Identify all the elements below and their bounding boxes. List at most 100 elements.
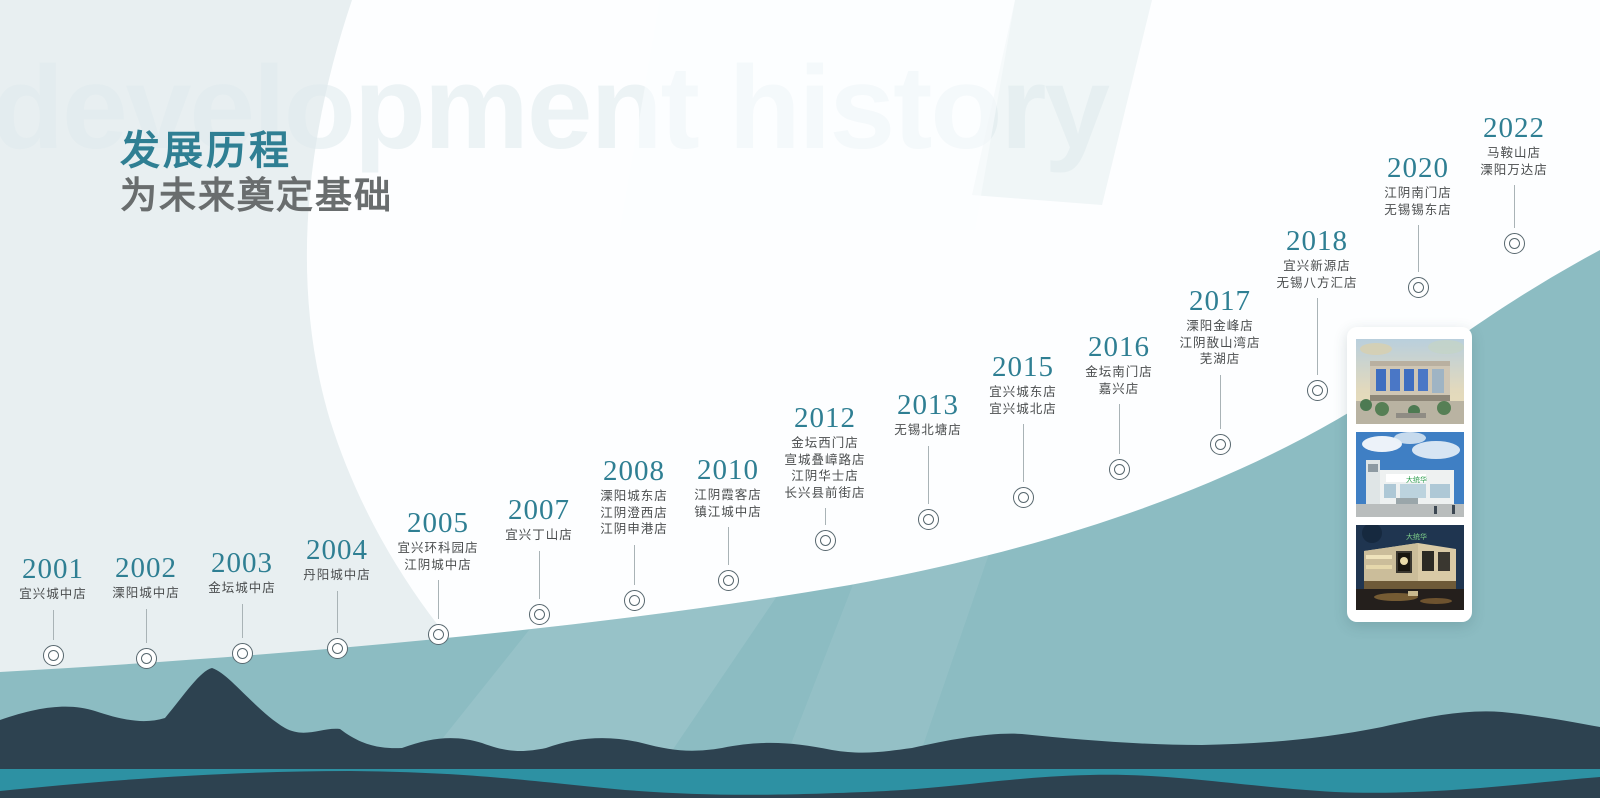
timeline-marker-circle — [1108, 459, 1130, 480]
timeline-store-name: 溧阳城东店 — [600, 489, 668, 503]
timeline-store-name: 江阴霞客店 — [694, 488, 762, 502]
timeline-store-name: 宜兴城东店 — [989, 385, 1057, 399]
timeline-connector-line — [727, 527, 729, 565]
timeline-item-2007: 2007 宜兴丁山店 — [454, 495, 624, 625]
timeline-store-list: 溧阳城东店 江阴澄西店 江阴申港店 — [600, 488, 668, 538]
timeline-year: 2012 — [794, 402, 856, 434]
timeline-marker-circle — [135, 647, 157, 669]
timeline-year: 2005 — [407, 507, 469, 539]
timeline-store-name: 金坛西门店 — [791, 436, 859, 450]
timeline-store-list: 宜兴环科园店 江阴城中店 — [397, 540, 478, 573]
timeline-connector-line — [1316, 298, 1318, 375]
mall-blue-sky-green-sign-photo: 大统华 — [1355, 432, 1464, 517]
timeline-marker-inner-circle — [533, 608, 545, 620]
timeline-item-2005: 2005 宜兴环科园店 江阴城中店 — [353, 508, 523, 645]
timeline-store-list: 丹阳城中店 — [303, 567, 371, 584]
timeline-store-list: 金坛西门店 宣城叠嶂路店 江阴华士店 长兴县前街店 — [784, 435, 865, 501]
timeline-item-2022: 2022 马鞍山店 溧阳万达店 — [1429, 113, 1599, 254]
timeline-marker-inner-circle — [1017, 492, 1029, 503]
svg-text:大统华: 大统华 — [1406, 475, 1427, 484]
timeline-item-2001: 2001 宜兴城中店 — [0, 554, 138, 666]
timeline-marker-inner-circle — [331, 642, 343, 654]
timeline-store-list: 金坛城中店 — [208, 580, 276, 597]
timeline-marker-circle — [1306, 380, 1328, 401]
timeline-store-list: 宜兴城中店 — [19, 586, 87, 603]
timeline-item-2020: 2020 江阴南门店 无锡锡东店 — [1333, 153, 1503, 298]
timeline-connector-line — [538, 550, 540, 599]
timeline-year: 2015 — [992, 351, 1054, 383]
timeline-store-name: 无锡北塘店 — [894, 423, 962, 437]
timeline-year: 2003 — [211, 547, 273, 579]
timeline-marker-circle — [717, 570, 739, 591]
right-gray-band — [972, 0, 1152, 205]
timeline-store-list: 溧阳城中店 — [112, 585, 180, 602]
timeline-marker-inner-circle — [47, 649, 59, 661]
timeline-marker-circle — [42, 644, 64, 666]
timeline-marker-inner-circle — [1214, 438, 1226, 450]
timeline-item-2010: 2010 江阴霞客店 镇江城中店 — [643, 455, 813, 591]
timeline-year: 2020 — [1387, 152, 1449, 184]
timeline-year: 2002 — [115, 552, 177, 584]
timeline-store-name: 宜兴城中店 — [19, 587, 87, 601]
timeline-connector-line — [1118, 404, 1120, 454]
timeline-marker-inner-circle — [140, 652, 152, 664]
timeline-year: 2022 — [1483, 112, 1545, 144]
timeline-connector-line — [437, 580, 439, 619]
timeline-item-2008: 2008 溧阳城东店 江阴澄西店 江阴申港店 — [549, 456, 719, 611]
timeline-marker-inner-circle — [432, 629, 444, 640]
timeline-connector-line — [145, 608, 147, 643]
timeline-item-2004: 2004 丹阳城中店 — [252, 535, 422, 659]
timeline-store-name: 江阴澄西店 — [600, 505, 668, 520]
white-veil-band — [620, 0, 1015, 230]
timeline-store-name: 溧阳城中店 — [112, 586, 180, 600]
timeline-marker-circle — [917, 508, 939, 530]
timeline-store-name: 金坛城中店 — [208, 581, 276, 595]
timeline-store-name: 丹阳城中店 — [303, 568, 371, 582]
timeline-connector-line — [824, 508, 826, 525]
timeline-year: 2007 — [508, 494, 570, 526]
timeline-store-list: 宜兴丁山店 — [505, 527, 573, 544]
store-photo-card: 大统华 大统华 — [1347, 327, 1472, 622]
timeline-year: 2016 — [1088, 331, 1150, 363]
timeline-connector-line — [1022, 424, 1024, 482]
timeline-item-2013: 2013 无锡北塘店 — [843, 390, 1013, 530]
timeline-store-list: 宜兴新源店 无锡八方汇店 — [1276, 258, 1357, 291]
mall-night-view-photo: 大统华 — [1355, 525, 1464, 610]
timeline-marker-inner-circle — [722, 575, 734, 586]
timeline-store-name: 江阴华士店 — [791, 469, 859, 483]
timeline-store-name: 宣城叠嶂路店 — [784, 452, 866, 467]
timeline-store-name: 嘉兴店 — [1098, 381, 1140, 396]
timeline-connector-line — [1417, 225, 1419, 272]
timeline-item-2018: 2018 宜兴新源店 无锡八方汇店 — [1232, 226, 1402, 401]
timeline-store-name: 江阴城中店 — [404, 557, 472, 572]
timeline-store-list: 马鞍山店 溧阳万达店 — [1480, 145, 1548, 178]
timeline-connector-line — [1513, 185, 1515, 228]
timeline-marker-inner-circle — [1113, 464, 1125, 475]
timeline-item-2017: 2017 溧阳金峰店 江阴敔山湾店 芜湖店 — [1135, 286, 1305, 455]
svg-text:大统华: 大统华 — [1406, 532, 1427, 541]
timeline-store-name: 宜兴丁山店 — [505, 528, 573, 542]
timeline-marker-circle — [231, 642, 253, 664]
timeline-connector-line — [1219, 374, 1221, 429]
timeline-marker-circle — [1407, 277, 1429, 298]
timeline-year: 2008 — [603, 455, 665, 487]
timeline-marker-inner-circle — [236, 647, 248, 659]
timeline-store-list: 溧阳金峰店 江阴敔山湾店 芜湖店 — [1179, 318, 1260, 368]
timeline-marker-circle — [326, 637, 348, 659]
timeline-marker-circle — [1209, 433, 1231, 455]
timeline-store-list: 无锡北塘店 — [894, 422, 962, 439]
timeline-marker-inner-circle — [922, 513, 934, 525]
timeline-store-list: 江阴南门店 无锡锡东店 — [1384, 185, 1452, 218]
timeline-store-name: 溧阳金峰店 — [1186, 319, 1254, 333]
timeline-store-name: 芜湖店 — [1199, 352, 1241, 366]
timeline-item-2002: 2002 溧阳城中店 — [61, 553, 231, 669]
timeline-store-name: 江阴南门店 — [1384, 186, 1452, 200]
timeline-store-name: 溧阳万达店 — [1480, 162, 1548, 177]
mall-daytime-aerial-photo — [1355, 339, 1464, 424]
timeline-year: 2013 — [897, 389, 959, 421]
timeline-marker-circle — [528, 603, 550, 625]
timeline-store-name: 宜兴新源店 — [1283, 259, 1351, 273]
